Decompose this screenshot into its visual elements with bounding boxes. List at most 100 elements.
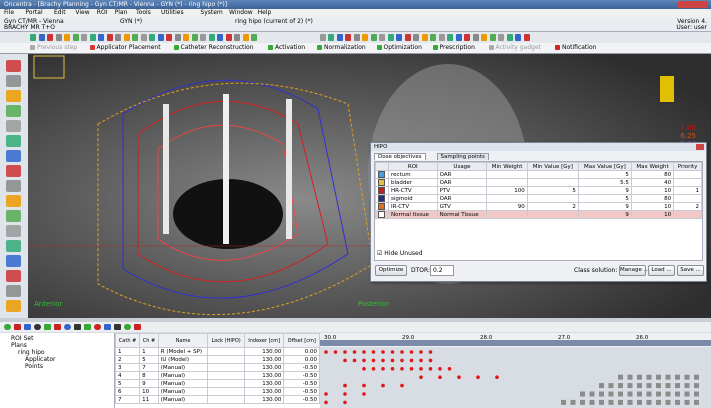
tool-button[interactable] [523, 34, 530, 41]
tree-item[interactable]: Plans [11, 342, 27, 349]
side-button[interactable] [6, 195, 21, 207]
tree-item[interactable]: ring hipo [18, 349, 45, 356]
tool-button[interactable] [30, 34, 36, 41]
side-button[interactable] [6, 300, 21, 312]
tool-button[interactable] [106, 34, 113, 41]
objective-row[interactable]: rectum OAR 5 80 [375, 170, 702, 179]
hide-unused[interactable]: ☑ Hide Unused [377, 250, 423, 257]
tree-item[interactable]: Applicator [25, 356, 56, 363]
tool-button[interactable] [379, 34, 385, 41]
menu-item[interactable]: System [200, 9, 223, 16]
side-button[interactable] [6, 75, 21, 87]
menu-item[interactable]: Help [257, 9, 272, 16]
side-button[interactable] [6, 60, 21, 72]
tool-button[interactable] [134, 324, 141, 330]
tool-button[interactable] [515, 34, 521, 41]
tool-button[interactable] [74, 324, 81, 330]
tool-button[interactable] [98, 34, 104, 41]
tool-button[interactable] [387, 34, 394, 41]
tool-button[interactable] [166, 34, 172, 41]
tool-button[interactable] [84, 324, 91, 330]
tool-button[interactable] [34, 324, 41, 330]
optimize-button[interactable]: Optimize [375, 265, 407, 276]
menu-item[interactable]: Plan [114, 9, 128, 16]
tool-button[interactable] [72, 34, 79, 41]
tool-button[interactable] [123, 34, 130, 41]
tool-button[interactable] [149, 34, 155, 41]
tool-button[interactable] [191, 34, 198, 41]
workflow-step[interactable]: Catheter Reconstruction [180, 44, 254, 51]
side-button[interactable] [6, 165, 21, 177]
side-button[interactable] [6, 180, 21, 192]
tree-item[interactable]: ROI Set [11, 335, 34, 342]
workflow-step[interactable]: Notification [562, 44, 597, 51]
workflow-step[interactable]: Activation [275, 44, 306, 51]
tool-button[interactable] [200, 34, 206, 41]
side-button[interactable] [6, 105, 21, 117]
objective-row[interactable]: sigmoid OAR 5 80 [375, 194, 702, 203]
dialog-button[interactable]: Manage ... [619, 265, 649, 276]
tool-button[interactable] [455, 34, 462, 41]
tool-button[interactable] [124, 324, 131, 330]
tool-button[interactable] [157, 34, 164, 41]
tool-button[interactable] [94, 324, 101, 330]
tool-button[interactable] [132, 34, 138, 41]
dtor-input[interactable]: 0.2 [430, 265, 454, 276]
tool-button[interactable] [242, 34, 249, 41]
workflow-step[interactable]: Optimization [383, 44, 422, 51]
tool-button[interactable] [174, 34, 181, 41]
side-button[interactable] [6, 120, 21, 132]
tool-button[interactable] [225, 34, 232, 41]
tool-button[interactable] [370, 34, 377, 41]
menu-item[interactable]: ROI [96, 9, 108, 16]
window-controls[interactable] [678, 1, 708, 8]
side-button[interactable] [6, 225, 21, 237]
catheter-row[interactable]: 2 5 IU (Model) 130.00 0.00 [114, 355, 320, 364]
tree-item[interactable]: Points [25, 363, 44, 370]
workflow-step[interactable]: Prescription [439, 44, 475, 51]
side-button[interactable] [6, 255, 21, 267]
objective-row[interactable]: Normal tissue Normal Tissue 9 10 [375, 210, 702, 219]
side-button[interactable] [6, 240, 21, 252]
tool-button[interactable] [4, 324, 11, 330]
catheter-row[interactable]: 6 10 (Manual) 130.00 -0.50 [114, 387, 320, 396]
side-button[interactable] [6, 90, 21, 102]
tool-button[interactable] [345, 34, 351, 41]
side-button[interactable] [6, 270, 21, 282]
tab[interactable]: Dose objectives [374, 153, 426, 160]
menu-item[interactable]: File [4, 9, 15, 16]
tool-button[interactable] [104, 324, 111, 330]
side-button[interactable] [6, 210, 21, 222]
menu-item[interactable]: View [75, 9, 90, 16]
tool-button[interactable] [47, 34, 53, 41]
tool-button[interactable] [353, 34, 360, 41]
tool-button[interactable] [114, 324, 121, 330]
tool-button[interactable] [251, 34, 257, 41]
tool-button[interactable] [481, 34, 487, 41]
menu-item[interactable]: Window [229, 9, 253, 16]
tool-button[interactable] [14, 324, 21, 330]
tool-button[interactable] [24, 324, 31, 330]
workflow-step[interactable]: Applicator Placement [96, 44, 161, 51]
dialog-button[interactable]: Save ... [677, 265, 704, 276]
catheter-row[interactable]: 5 9 (Manual) 130.00 -0.50 [114, 379, 320, 388]
objective-row[interactable]: IR-CTV GTV 90 2 9 10 2 [375, 202, 702, 211]
tool-button[interactable] [506, 34, 513, 41]
tool-button[interactable] [489, 34, 496, 41]
catheter-row[interactable]: 7 11 (Manual) 130.00 -0.50 [114, 395, 320, 404]
tool-button[interactable] [438, 34, 445, 41]
tool-button[interactable] [396, 34, 402, 41]
tool-button[interactable] [336, 34, 343, 41]
tool-button[interactable] [464, 34, 470, 41]
tool-button[interactable] [115, 34, 121, 41]
tool-button[interactable] [89, 34, 96, 41]
tool-button[interactable] [404, 34, 411, 41]
tool-button[interactable] [430, 34, 436, 41]
menu-item[interactable]: Portal [25, 9, 43, 16]
objective-row[interactable]: HR-CTV PTV 100 5 9 10 1 [375, 186, 702, 195]
tool-button[interactable] [421, 34, 428, 41]
tool-button[interactable] [38, 34, 45, 41]
side-button[interactable] [6, 150, 21, 162]
tool-button[interactable] [55, 34, 62, 41]
tool-button[interactable] [44, 324, 51, 330]
